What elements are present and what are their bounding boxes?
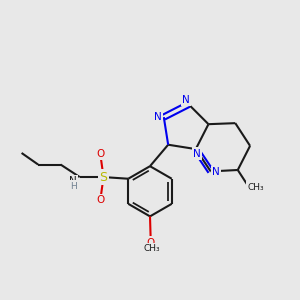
Text: CH₃: CH₃ xyxy=(144,244,160,253)
Text: S: S xyxy=(100,171,107,184)
Text: N: N xyxy=(182,95,190,105)
Text: N: N xyxy=(212,167,220,177)
Text: CH₃: CH₃ xyxy=(248,182,264,191)
Text: N: N xyxy=(193,149,201,159)
Text: N: N xyxy=(69,176,77,186)
Text: O: O xyxy=(146,238,155,248)
Text: N: N xyxy=(154,112,162,122)
Text: O: O xyxy=(97,149,105,159)
Text: O: O xyxy=(97,195,105,205)
Text: H: H xyxy=(70,182,76,191)
